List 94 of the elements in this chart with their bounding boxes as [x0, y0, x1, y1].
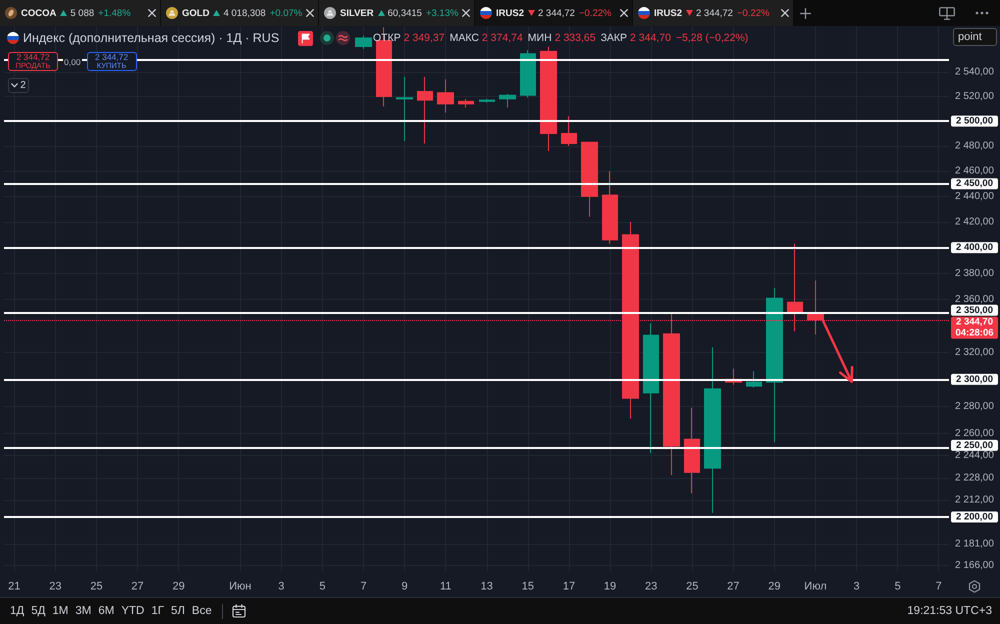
tab: IRUS2 2 344,72 −0.22% — [475, 0, 632, 26]
x-tick-label: 5 — [319, 580, 326, 592]
x-tick-label: 9 — [402, 580, 408, 592]
x-tick-label: 15 — [522, 580, 534, 592]
x-tick-label: 3 — [853, 580, 860, 592]
candlestick — [643, 322, 659, 454]
x-tick-label: 7 — [936, 580, 942, 592]
annotation: 0,00 — [63, 56, 82, 68]
text: 6М — [98, 605, 114, 617]
ref-line-label: 2 200,00 — [956, 512, 993, 523]
dropdown-button: 2 — [8, 78, 29, 93]
candlestick — [704, 346, 721, 514]
candlestick — [479, 98, 495, 104]
x-tick-label: 13 — [480, 580, 493, 592]
y-tick-label: 2 228,00 — [955, 472, 994, 484]
text: 5Д — [31, 605, 46, 617]
text: 1Д — [10, 605, 24, 617]
candlestick — [417, 76, 433, 144]
annotation: 2 — [20, 80, 26, 91]
annotation: 2 349,37 — [404, 32, 445, 44]
ref-line-label: 2 344,70 — [956, 316, 993, 328]
x-tick-label: 7 — [360, 580, 367, 592]
y-tick-label: 2 320,00 — [955, 347, 994, 358]
x-tick-label: Июн — [229, 580, 252, 592]
candlestick — [437, 78, 454, 113]
y-tick-label: 2 212,00 — [955, 494, 994, 506]
ref-line-label: 2 450,00 — [956, 178, 993, 190]
x-tick-label: 23 — [644, 580, 658, 592]
candlestick — [766, 287, 783, 442]
x-tick-label: 29 — [768, 580, 781, 592]
ref-line-label: 2 250,00 — [956, 440, 993, 451]
y-tick-label: 2 166,00 — [955, 560, 994, 571]
y-tick-label: 2 480,00 — [955, 140, 994, 152]
text: Все — [192, 605, 212, 617]
y-tick-label: 2 520,00 — [955, 90, 994, 102]
text: YTD — [121, 605, 144, 617]
candlestick — [499, 94, 516, 108]
annotation: МИН — [528, 32, 552, 44]
x-tick-label: 25 — [686, 580, 698, 592]
text: 04:28:06 — [955, 328, 994, 339]
y-tick-label: 2 280,00 — [955, 400, 994, 412]
annotation: МАКС — [450, 32, 479, 44]
text: 3М — [75, 605, 92, 617]
x-tick-label: 17 — [562, 580, 576, 592]
text-field: point — [953, 28, 997, 46]
annotation: ЗАКР — [600, 32, 628, 44]
y-tick-label: 2 460,00 — [955, 166, 994, 177]
tab: IRUS2 2 344,72 −0.22% — [633, 0, 793, 26]
candlestick — [581, 142, 598, 218]
tab: COCOA 5 088 +1.48% — [0, 0, 160, 26]
annotation: 2 333,65 — [554, 32, 596, 44]
candlestick — [520, 50, 536, 98]
x-tick-label: 29 — [172, 580, 185, 592]
annotation: 2 344,72 — [95, 52, 128, 62]
candlestick — [355, 35, 372, 50]
ref-line-label: 2 350,00 — [956, 304, 993, 316]
y-tick-label: 2 181,00 — [955, 538, 994, 550]
y-tick-label: 2 440,00 — [955, 190, 994, 202]
y-tick-label: 2 360,00 — [955, 294, 994, 306]
candlestick — [540, 46, 557, 152]
y-tick-label: 2 380,00 — [955, 268, 994, 279]
y-tick-label: 2 244,00 — [955, 450, 994, 462]
x-tick-label: 11 — [440, 580, 452, 592]
tab: SILVER 60,3415 +3.13% — [319, 0, 474, 26]
annotation: 2 344,70 — [630, 32, 671, 44]
candlestick — [458, 98, 474, 108]
y-tick-label: 2 420,00 — [955, 216, 994, 228]
y-tick-label: 2 540,00 — [955, 66, 994, 78]
candlestick — [561, 116, 577, 147]
text: 19:21:53 UTC+3 — [907, 605, 992, 617]
candlestick — [396, 76, 413, 142]
x-tick-label: 5 — [894, 580, 901, 592]
x-tick-label: 19 — [604, 580, 616, 592]
candlestick — [684, 407, 700, 494]
text: 1М — [52, 605, 68, 617]
x-tick-label: 27 — [131, 580, 144, 592]
x-tick-label: 23 — [49, 580, 62, 592]
text: 5Л — [170, 605, 185, 617]
x-tick-label: 3 — [278, 580, 284, 592]
x-tick-label: 21 — [8, 580, 20, 592]
chart-title: Индекс (дополнительная сессия) · 1Д · RUS — [23, 31, 280, 45]
x-tick-label: Июл — [804, 580, 827, 592]
ref-line-label: 2 400,00 — [956, 242, 993, 254]
annotation: −5,28 (−0,22%) — [676, 32, 748, 44]
candlestick — [602, 170, 618, 244]
ref-line-label: 2 300,00 — [956, 374, 993, 385]
x-tick-label: 27 — [727, 580, 740, 592]
ref-line-label: 2 500,00 — [956, 116, 993, 127]
annotation: 2 344,72 — [16, 52, 50, 62]
annotation: 2 374,74 — [482, 32, 523, 44]
x-tick-label: 25 — [90, 580, 103, 592]
text: 1Г — [151, 605, 164, 617]
y-tick-label: 2 260,00 — [955, 428, 994, 440]
tab: GOLD 4 018,308 +0.07% — [161, 0, 318, 26]
